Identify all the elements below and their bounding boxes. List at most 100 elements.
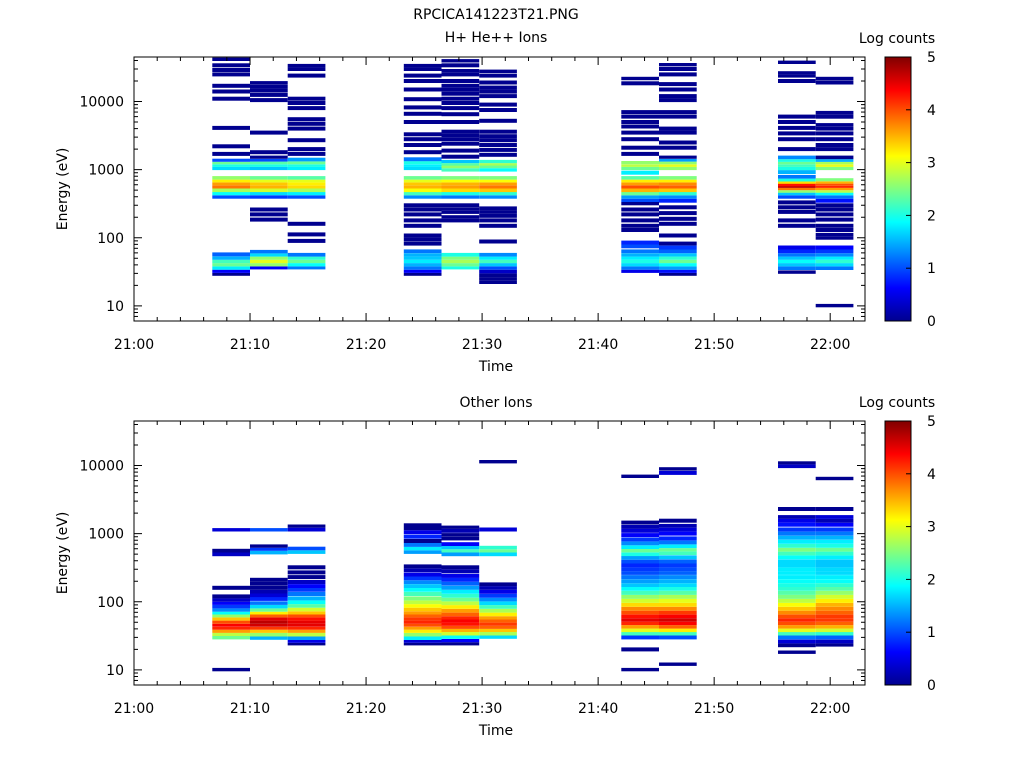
heatmap-cell — [403, 272, 442, 276]
colorbar-label: Log counts — [859, 395, 935, 411]
heatmap-cell — [815, 198, 854, 203]
heatmap-cell — [778, 125, 816, 130]
heatmap-cell — [287, 604, 326, 608]
heatmap-cell — [403, 611, 442, 615]
heatmap-cell — [403, 237, 442, 242]
heatmap-cell — [212, 667, 250, 672]
heatmap-cell — [659, 182, 697, 186]
y-tick-label: 1000 — [88, 527, 124, 543]
heatmap-cell — [212, 617, 250, 621]
x-tick-label: 22:00 — [810, 701, 850, 717]
heatmap-cell — [287, 629, 326, 633]
heatmap-cell — [659, 470, 697, 475]
heatmap-cell — [441, 83, 480, 88]
heatmap-cell — [287, 546, 326, 551]
colorbar-tick-label: 1 — [927, 261, 936, 277]
heatmap-cell — [250, 547, 288, 551]
heatmap-cell — [815, 207, 854, 212]
heatmap-cell — [778, 643, 816, 648]
heatmap-cell — [403, 617, 442, 621]
heatmap-cell — [621, 259, 659, 264]
heatmap-cell — [815, 598, 854, 603]
heatmap-cell — [250, 88, 288, 93]
heatmap-cell — [659, 98, 697, 103]
heatmap-cell — [479, 552, 517, 557]
heatmap-cell — [403, 97, 442, 102]
heatmap-cell — [659, 256, 697, 260]
heatmap-cell — [212, 626, 250, 630]
heatmap-cell — [441, 589, 480, 594]
heatmap-cell — [287, 121, 326, 126]
heatmap-cell — [287, 626, 326, 630]
heatmap-cell — [403, 87, 442, 92]
y-axis: 10 100 1000 10000 — [79, 423, 865, 686]
heatmap-cell — [403, 105, 442, 110]
heatmap-cell — [250, 164, 288, 167]
heatmap-cell — [403, 623, 442, 627]
heatmap-cell — [250, 192, 288, 196]
heatmap-cell — [815, 476, 854, 481]
heatmap-cell — [250, 589, 288, 594]
heatmap-cell — [778, 543, 816, 548]
heatmap-cell — [403, 576, 442, 581]
heatmap-cell — [778, 79, 816, 83]
heatmap-cell — [659, 259, 697, 264]
heatmap-cell — [479, 628, 517, 632]
heatmap-cell — [621, 552, 659, 557]
heatmap-cell — [287, 166, 326, 171]
heatmap-cell — [659, 610, 697, 615]
heatmap-cell — [815, 575, 854, 580]
heatmap-cell — [659, 94, 697, 99]
heatmap-cell — [778, 518, 816, 523]
heatmap-cell — [212, 256, 250, 260]
heatmap-cell — [621, 602, 659, 607]
heatmap-cell — [778, 164, 816, 167]
heatmap-cell — [479, 589, 517, 594]
heatmap-cell — [778, 185, 816, 188]
heatmap-cell — [621, 621, 659, 626]
heatmap-cell — [287, 232, 326, 237]
heatmap-cell — [621, 541, 659, 546]
heatmap-cell — [659, 563, 697, 568]
plot-frame — [133, 56, 866, 322]
heatmap-cell — [250, 256, 288, 260]
heatmap-cell — [479, 143, 517, 147]
heatmap-cell — [403, 626, 442, 630]
heatmap-cell — [778, 535, 816, 540]
heatmap-cell — [621, 81, 659, 86]
x-tick-label: 21:50 — [694, 701, 734, 717]
heatmap-cell — [815, 515, 854, 519]
heatmap-cell — [250, 182, 288, 186]
heatmap-cell — [403, 530, 442, 535]
heatmap-cell — [287, 617, 326, 621]
heatmap-cell — [479, 138, 517, 143]
heatmap-cell — [250, 166, 288, 171]
heatmap-cell — [659, 555, 697, 560]
heatmap-cell — [441, 552, 480, 557]
heatmap-cell — [778, 200, 816, 205]
heatmap-cell — [479, 85, 517, 90]
heatmap-cell — [441, 159, 480, 164]
heatmap-cell — [212, 151, 250, 156]
heatmap-cell — [250, 608, 288, 612]
heatmap-cell — [441, 176, 480, 180]
heatmap-cell — [250, 188, 288, 193]
heatmap-cell — [778, 175, 816, 179]
heatmap-cell — [778, 155, 816, 160]
heatmap-cell — [778, 639, 816, 644]
heatmap-cell — [403, 592, 442, 596]
heatmap-cell — [287, 611, 326, 615]
heatmap-cell — [441, 96, 480, 101]
heatmap-cell — [403, 185, 442, 189]
heatmap-cell — [621, 228, 659, 232]
heatmap-cell — [403, 636, 442, 640]
heatmap-cell — [287, 106, 326, 111]
heatmap-cell — [659, 87, 697, 92]
heatmap-cell — [621, 525, 659, 529]
heatmap-cell — [621, 188, 659, 193]
colorbar-gradient — [884, 56, 912, 322]
panel-title: H+ He++ Ions — [445, 30, 548, 46]
heatmap-cell — [287, 592, 326, 596]
heatmap-cell — [441, 616, 480, 620]
heatmap-cell — [287, 614, 326, 618]
